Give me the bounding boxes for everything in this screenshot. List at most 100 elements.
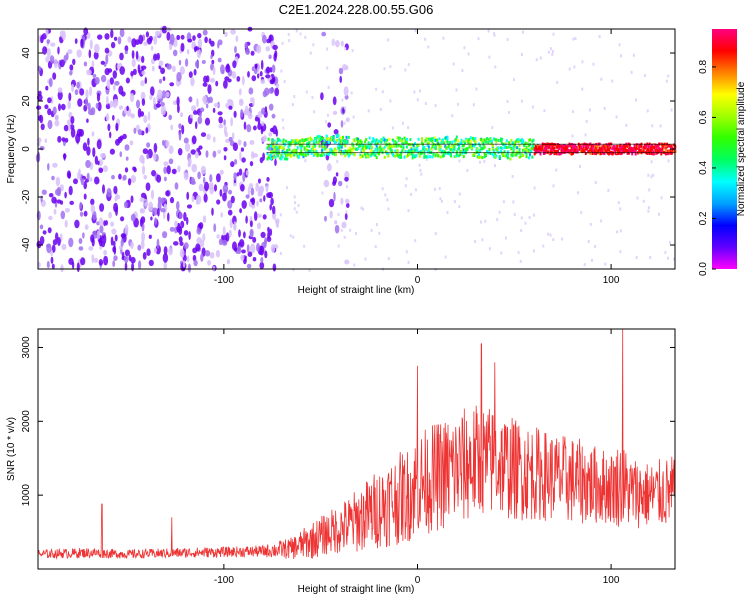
signal-cell	[309, 149, 312, 153]
noise-cell	[80, 178, 85, 186]
noise-cell	[327, 85, 330, 89]
signal-cell	[495, 147, 498, 151]
noise-cell	[494, 65, 497, 69]
noise-cell	[513, 213, 516, 216]
noise-cell	[98, 167, 104, 173]
noise-cell	[76, 49, 82, 58]
signal-cell	[596, 145, 599, 149]
signal-cell	[609, 146, 612, 150]
signal-cell	[619, 146, 622, 150]
signal-cell	[587, 144, 590, 148]
signal-cell	[323, 141, 326, 145]
signal-cell	[494, 152, 497, 156]
signal-cell	[281, 149, 284, 153]
noise-cell	[168, 145, 174, 154]
signal-cell	[473, 138, 476, 142]
signal-cell	[351, 143, 354, 147]
noise-cell	[102, 184, 105, 194]
noise-cell	[148, 259, 154, 267]
noise-cell	[211, 207, 214, 216]
noise-cell	[111, 175, 115, 180]
noise-cell	[130, 70, 134, 77]
signal-cell	[510, 138, 513, 142]
signal-cell	[613, 145, 616, 149]
signal-cell	[574, 147, 577, 151]
signal-cell	[280, 157, 283, 161]
signal-cell	[618, 150, 621, 154]
signal-cell	[579, 145, 581, 148]
signal-cell	[579, 147, 581, 151]
signal-cell	[506, 156, 509, 160]
noise-cell	[512, 200, 515, 204]
signal-cell	[405, 145, 408, 149]
signal-cell	[354, 138, 357, 142]
noise-cell	[332, 96, 337, 106]
signal-cell	[357, 147, 360, 150]
signal-cell	[425, 137, 428, 141]
signal-cell	[367, 141, 370, 145]
noise-cell	[338, 67, 344, 75]
signal-cell	[438, 145, 441, 149]
signal-cell	[270, 144, 272, 148]
signal-cell	[642, 150, 645, 154]
noise-cell	[219, 169, 224, 175]
signal-cell	[412, 147, 415, 151]
signal-cell	[303, 146, 306, 150]
noise-cell	[171, 65, 176, 73]
noise-cell	[419, 168, 422, 172]
noise-cell	[152, 207, 158, 216]
signal-cell	[332, 136, 335, 139]
signal-cell	[623, 143, 626, 147]
signal-cell	[359, 153, 362, 157]
signal-cell	[271, 150, 274, 154]
noise-cell	[159, 78, 162, 84]
noise-cell	[206, 103, 209, 109]
noise-cell	[113, 245, 117, 255]
signal-cell	[558, 145, 561, 149]
noise-cell	[360, 206, 363, 210]
noise-cell	[67, 49, 73, 55]
noise-cell	[305, 90, 308, 94]
signal-cell	[540, 147, 543, 151]
noise-cell	[260, 126, 264, 135]
noise-cell	[231, 132, 235, 140]
noise-cell	[520, 229, 523, 233]
signal-cell	[397, 138, 400, 142]
signal-cell	[523, 143, 526, 147]
noise-cell	[262, 34, 267, 44]
noise-cell	[279, 252, 282, 255]
signal-cell	[529, 150, 531, 154]
noise-cell	[208, 182, 213, 190]
noise-cell	[158, 60, 164, 67]
noise-cell	[323, 179, 330, 188]
noise-cell	[118, 105, 123, 110]
signal-cell	[632, 149, 635, 153]
signal-cell	[340, 152, 343, 156]
noise-cell	[451, 114, 454, 118]
noise-cell	[53, 208, 57, 215]
noise-cell	[104, 47, 110, 54]
signal-cell	[273, 154, 276, 158]
signal-cell	[518, 144, 521, 148]
noise-cell	[253, 68, 258, 75]
noise-cell	[414, 239, 417, 243]
signal-cell	[339, 145, 342, 148]
noise-cell	[488, 55, 491, 59]
noise-cell	[110, 221, 115, 227]
noise-cell	[192, 35, 196, 41]
noise-cell	[333, 191, 336, 202]
noise-cell	[108, 211, 112, 219]
noise-cell	[658, 212, 660, 216]
noise-cell	[64, 191, 67, 199]
signal-cell	[603, 144, 606, 148]
noise-cell	[636, 196, 639, 200]
noise-cell	[551, 52, 554, 56]
signal-cell	[405, 141, 408, 145]
signal-cell	[459, 153, 462, 156]
noise-cell	[162, 231, 168, 239]
noise-cell	[127, 36, 132, 43]
signal-cell	[522, 154, 524, 157]
noise-cell	[129, 140, 134, 146]
noise-cell	[211, 59, 215, 65]
noise-cell	[40, 123, 45, 131]
